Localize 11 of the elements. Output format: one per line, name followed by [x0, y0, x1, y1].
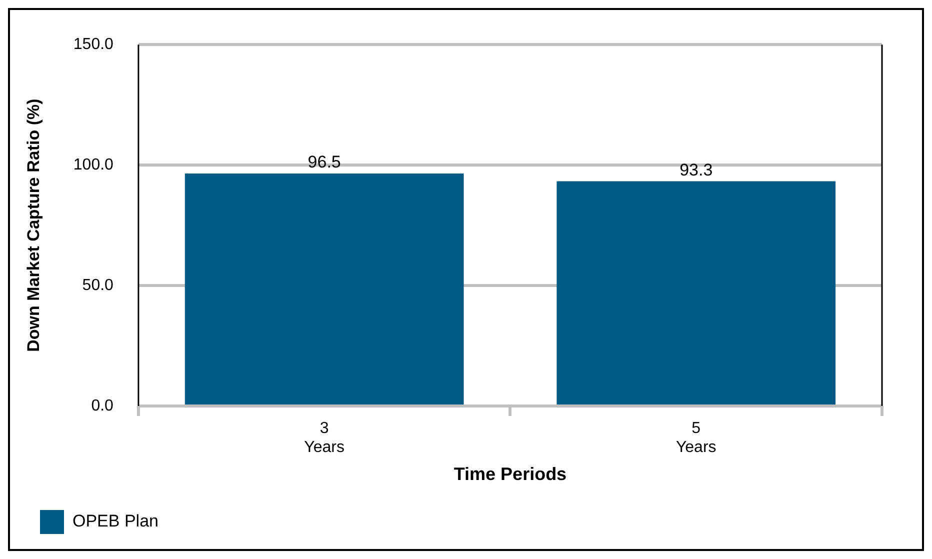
- y-tick-label: 0.0: [91, 397, 114, 414]
- legend-label: OPEB Plan: [72, 512, 158, 531]
- x-axis-title: Time Periods: [454, 464, 567, 484]
- x-tick-label: 3 Years: [304, 420, 344, 456]
- data-label: 93.3: [680, 160, 713, 180]
- y-tick-label: 150.0: [73, 36, 114, 54]
- x-tick-label: 5 Years: [676, 420, 716, 456]
- y-axis-title: Down Market Capture Ratio (%): [24, 98, 43, 352]
- data-label: 96.5: [308, 152, 341, 172]
- y-tick-label: 100.0: [73, 156, 114, 174]
- y-tick-label: 50.0: [82, 276, 114, 294]
